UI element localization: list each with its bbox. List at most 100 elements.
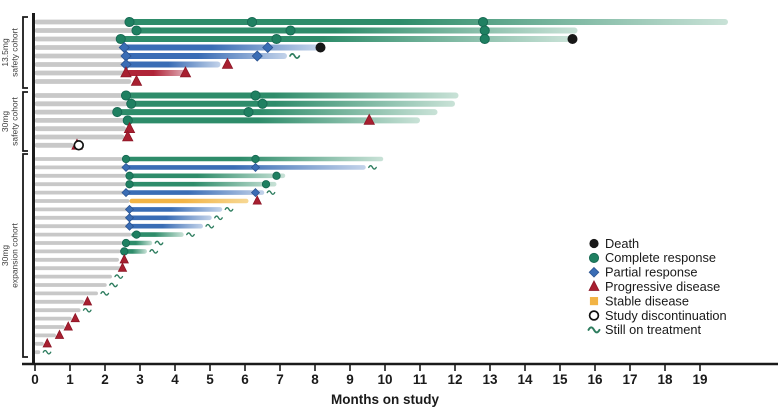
treatment-bar bbox=[127, 100, 455, 107]
cohort-label-line1: 30mg bbox=[0, 111, 10, 133]
patient-row bbox=[34, 113, 420, 126]
complete-response-marker bbox=[261, 180, 271, 189]
patient-row bbox=[34, 282, 118, 288]
legend-item: Study discontinuation bbox=[588, 308, 727, 323]
x-axis-tick-label: 13 bbox=[482, 372, 498, 387]
progressive-disease-marker bbox=[70, 312, 80, 323]
progressive-disease-marker bbox=[252, 195, 262, 205]
patient-row bbox=[34, 57, 234, 71]
x-axis-tick-label: 14 bbox=[517, 372, 533, 387]
patient-row bbox=[34, 312, 80, 323]
still-on-treatment-squiggle bbox=[214, 215, 223, 221]
patient-row bbox=[34, 213, 223, 223]
treatment-bar bbox=[126, 70, 188, 76]
legend-label: Still on treatment bbox=[605, 322, 701, 337]
treatment-bar bbox=[129, 223, 203, 229]
pretreatment-bar bbox=[34, 232, 132, 237]
treatment-bar bbox=[129, 215, 212, 221]
patient-row bbox=[34, 329, 65, 339]
patient-row bbox=[34, 107, 438, 118]
progressive-disease-marker bbox=[42, 337, 52, 348]
still-on-treatment-squiggle bbox=[82, 307, 92, 313]
partial-response-marker bbox=[250, 162, 261, 172]
pretreatment-bar bbox=[34, 36, 121, 42]
cohort-label-line2: safety cohort bbox=[10, 28, 20, 77]
pretreatment-bar bbox=[34, 190, 126, 195]
pretreatment-bar bbox=[34, 93, 123, 98]
patient-row bbox=[34, 41, 326, 54]
treatment-bar bbox=[126, 117, 420, 124]
legend-item: Progressive disease bbox=[588, 279, 720, 294]
complete-response-marker bbox=[126, 98, 137, 109]
legend-item: Complete response bbox=[588, 250, 716, 265]
legend-label: Partial response bbox=[605, 265, 697, 280]
still-on-treatment-squiggle bbox=[368, 165, 377, 170]
complete-response-marker bbox=[121, 238, 131, 248]
patient-row bbox=[34, 33, 578, 45]
legend-label: Death bbox=[605, 236, 639, 251]
death-marker bbox=[315, 42, 326, 53]
treatment-bar bbox=[129, 207, 223, 212]
x-axis-tick-label: 4 bbox=[171, 372, 179, 387]
patient-row bbox=[34, 295, 93, 306]
legend-item: Still on treatment bbox=[587, 322, 701, 337]
x-axis-tick-label: 9 bbox=[346, 372, 354, 387]
patient-row bbox=[34, 204, 234, 214]
legend-label: Stable disease bbox=[605, 293, 689, 308]
progressive-disease-marker bbox=[221, 57, 234, 69]
patient-row bbox=[34, 195, 262, 205]
cohort-label-line2: expansion cohort bbox=[10, 222, 20, 287]
still-on-treatment-squiggle bbox=[154, 240, 164, 246]
partial-response-marker bbox=[250, 188, 261, 198]
legend-item: Partial response bbox=[588, 265, 697, 280]
treatment-bar bbox=[122, 92, 459, 99]
treatment-bar bbox=[129, 198, 249, 204]
progressive-disease-marker bbox=[123, 121, 136, 133]
patient-row bbox=[34, 247, 159, 256]
patient-row bbox=[34, 307, 92, 313]
legend-label: Complete response bbox=[605, 250, 716, 265]
still-on-treatment-squiggle bbox=[114, 274, 124, 279]
cohort-bracket bbox=[22, 91, 28, 152]
patient-row bbox=[34, 16, 728, 28]
cohort-label-line2: safety cohort bbox=[10, 97, 20, 146]
patient-row bbox=[34, 188, 276, 198]
complete-response-marker bbox=[124, 16, 135, 28]
still-on-treatment-squiggle bbox=[109, 282, 118, 288]
patient-row bbox=[34, 238, 164, 248]
legend-label: Progressive disease bbox=[605, 279, 720, 294]
pretreatment-bar bbox=[34, 45, 125, 50]
partial-response-marker bbox=[121, 162, 131, 172]
pretreatment-bar bbox=[34, 283, 107, 287]
cohort-bracket bbox=[22, 153, 28, 358]
patient-row bbox=[34, 291, 110, 296]
still-on-treatment-squiggle bbox=[42, 349, 52, 355]
pretreatment-bar bbox=[34, 101, 128, 107]
progressive-disease-marker bbox=[82, 295, 93, 306]
x-axis-tick-label: 12 bbox=[447, 372, 462, 387]
patient-row bbox=[34, 253, 129, 264]
progressive-disease-marker bbox=[588, 280, 600, 291]
complete-response-marker bbox=[479, 25, 490, 36]
x-axis-tick-label: 19 bbox=[692, 372, 707, 387]
partial-response-marker bbox=[124, 221, 135, 231]
complete-response-marker bbox=[125, 171, 134, 180]
treatment-bar bbox=[126, 181, 277, 187]
partial-response-marker bbox=[124, 204, 135, 214]
pretreatment-bar bbox=[34, 299, 84, 304]
patient-row bbox=[34, 349, 52, 355]
progressive-disease-marker bbox=[119, 253, 129, 264]
progressive-disease-marker bbox=[54, 329, 65, 339]
pretreatment-bar bbox=[34, 274, 112, 279]
partial-response-marker bbox=[588, 266, 600, 278]
cohort-group bbox=[34, 16, 728, 86]
x-axis-tick-label: 2 bbox=[101, 372, 109, 387]
patient-row bbox=[34, 162, 377, 172]
pretreatment-bar bbox=[34, 126, 126, 132]
pretreatment-bar bbox=[34, 291, 98, 296]
patient-row bbox=[34, 154, 384, 164]
death-marker bbox=[567, 34, 578, 44]
pretreatment-bar bbox=[34, 53, 126, 59]
cohort-label-line1: 30mg bbox=[0, 245, 10, 267]
